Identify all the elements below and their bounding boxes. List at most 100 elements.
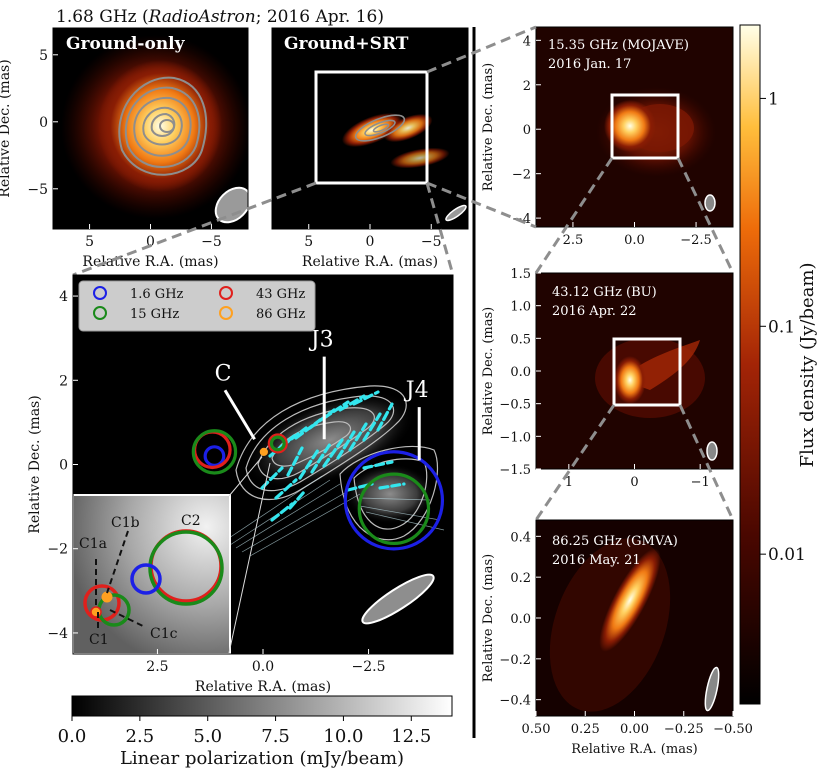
y-tick-label: 2 [59,373,68,389]
colorbar-tick-label: 0.0 [58,726,87,747]
legend-label: 15 GHz [130,307,179,322]
emission-j4 [390,147,450,169]
x-tick-label: 0.0 [624,233,645,248]
polarization-vectors [260,390,406,522]
axes-ground-only: 5 0 −5 5 0 −5 Relative R.A. (mas) Relative Dec.… [0,48,222,270]
polarization-vector [322,400,350,420]
contour-group [118,76,208,176]
x-tick-label: 2.5 [146,659,168,675]
panel-title: Ground+SRT [284,34,409,54]
zoom-connectors [72,25,735,521]
x-tick-label: −2.5 [352,659,386,675]
axes-gmva: 0.50 0.25 0.00 −0.25 −0.500.40.20.0−0.2−0.4R… [481,530,753,757]
axes-ground-srt: 5 0 −5 Relative R.A. (mas) [302,224,442,270]
component-annotations: C J3 J4 [215,328,429,461]
beam-ellipse [706,441,718,461]
inset-label-c1c: C1c [150,626,178,642]
epoch-label: 2016 Jan. 17 [548,57,631,72]
y-axis-label: Relative Dec. (mas) [481,307,496,436]
polarization-vector [298,448,320,480]
y-tick-label: 0.0 [510,612,531,627]
polarization-vector [362,412,382,442]
colorbar-label: Linear polarization (mJy/beam) [120,748,404,769]
y-tick-label: 0.0 [510,365,531,380]
component-86ghz [259,447,268,457]
colorbar-tick-label: 0.01 [768,545,806,565]
x-tick-label: 0.0 [252,659,274,675]
inset-label-c1b: C1b [111,515,140,531]
y-tick-label: −4 [47,626,68,642]
colorbar-gradient [71,695,453,717]
y-axis-label: Relative Dec. (mas) [481,554,496,683]
legend-marker [219,306,233,320]
component-15ghz [191,429,238,475]
emission-core [599,548,661,652]
x-tick-label: 0 [366,234,375,250]
y-tick-label: −0.5 [499,398,531,413]
colorbar-ticks: 1 0.1 0.01 [760,89,806,565]
polarization-colorbar: 0.0 2.5 5.0 7.5 10.0 12.5 Linear polarization… [58,695,453,769]
legend-box [78,280,316,332]
x-axis-label: Relative R.A. (mas) [302,254,438,270]
y-axis-label: Relative Dec. (mas) [0,59,13,197]
colorbar-tick-label: 5.0 [193,726,222,747]
flux-colorbar: 1 0.1 0.01 Flux density (Jy/beam) [739,24,818,705]
x-tick-label: −2.5 [680,233,712,248]
y-tick-label: 0 [59,458,68,474]
polarization-vector [270,502,294,522]
epoch-label: 2016 Apr. 22 [552,304,637,319]
component-15ghz [269,435,286,452]
axes-bu: 1 0 −1 1.5 1.0 0.5 0.0 −0.5 −1.0 −1.5 Relative Dec… [481,267,710,490]
x-tick-label: 2.5 [563,233,584,248]
x-tick-label: 0.25 [571,722,600,737]
y-tick-label: 0.4 [510,530,531,545]
inset-label-c1: C1 [89,632,109,648]
polarization-vector [348,422,368,452]
colorbar-tick-label: 7.5 [261,726,290,747]
component-15ghz [357,472,431,545]
panel-mojave: 15.35 GHz (MOJAVE) 2016 Jan. 17 2.5 0.0 −2… [481,26,734,248]
total-intensity-glow [244,391,416,489]
polarization-vector [352,390,380,406]
polarization-vector [338,394,366,412]
y-tick-label: 2 [523,79,531,94]
component-16ghz [343,450,445,551]
y-tick-label: −0.2 [499,653,531,668]
x-tick-label: 0 [630,475,638,490]
x-tick-label: 0.50 [522,722,551,737]
x-tick-label: −5 [421,234,442,250]
beam-ellipse [445,204,467,222]
y-tick-label: 4 [59,289,68,305]
beam-ellipse [704,666,720,712]
emission-j3 [383,113,433,143]
panel-title: Ground-only [66,34,186,54]
emission-core [604,100,656,152]
axes-polarization: 2.5 0.0 −2.5 4 2 0 −2 −4 Relative R.A. (mas) Rela… [27,289,386,695]
y-tick-label: 4 [523,34,531,49]
y-tick-label: −2 [512,168,531,183]
x-tick-label: 0.00 [620,722,649,737]
legend-marker [93,286,107,300]
polarization-vector [286,446,304,477]
legend-label: 1.6 GHz [130,287,184,302]
x-tick-label: −5 [201,234,222,250]
freq-label: 15.35 GHz (MOJAVE) [548,38,689,53]
x-tick-label: −1 [691,475,710,490]
inset-frame [73,494,231,654]
annotation-label: J4 [404,378,429,403]
y-tick-label: 0.5 [510,332,531,347]
zoom-box [314,70,429,185]
x-axis-label: Relative R.A. (mas) [195,679,331,695]
freq-label: 86.25 GHz (GMVA) [552,534,678,549]
x-tick-label: −0.25 [664,722,704,737]
colorbar-label: Flux density (Jy/beam) [797,262,818,467]
y-axis-label: Relative Dec. (mas) [481,63,496,192]
emission-core [614,356,646,404]
polarization-vector [310,442,332,474]
y-axis-label: Relative Dec. (mas) [27,395,43,533]
y-tick-label: −5 [27,182,48,198]
panel-bu: 43.12 GHz (BU) 2016 Apr. 22 1 0 −1 1.5 1.0 0.… [481,267,734,490]
panel-polarization: C2 C1b C1a C1 C1c C J3 J4 1.6 GHz 43 GHz 15 … [27,274,454,695]
component-circles [191,429,445,551]
